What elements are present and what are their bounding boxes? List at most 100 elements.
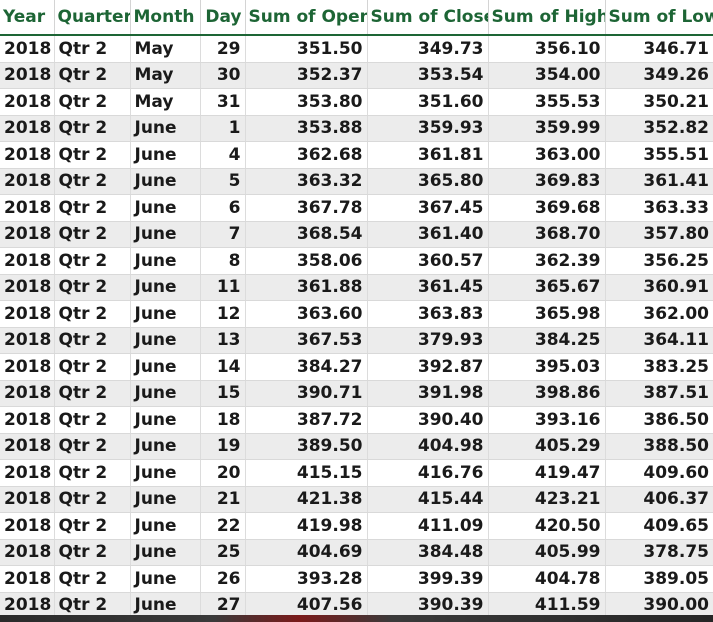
cell-quarter[interactable]: Qtr 2 [54,592,131,619]
column-header-year[interactable]: Year [0,0,55,36]
cell-quarter[interactable]: Qtr 2 [54,221,131,248]
cell-sum-of-open[interactable]: 351.50 [245,35,368,63]
cell-sum-of-open[interactable]: 363.32 [245,168,368,195]
cell-sum-of-high[interactable]: 404.78 [488,565,606,593]
cell-year[interactable]: 2018 [0,168,55,195]
cell-sum-of-close[interactable]: 361.45 [367,274,489,301]
cell-sum-of-high[interactable]: 359.99 [488,115,606,142]
table-row[interactable]: 2018 Qtr 2 May 31 353.80 351.60 355.53 350.21 [0,88,713,116]
cell-year[interactable]: 2018 [0,274,55,301]
column-header-sum-of-open[interactable]: Sum of Open [245,0,368,36]
table-row[interactable]: 2018 Qtr 2 June 20 415.15 416.76 419.47 409.60 [0,459,713,487]
cell-quarter[interactable]: Qtr 2 [54,459,131,487]
table-row[interactable]: 2018 Qtr 2 June 27 407.56 390.39 411.59 390.00 [0,592,713,619]
cell-month[interactable]: May [130,35,201,63]
cell-month[interactable]: June [130,221,201,248]
cell-year[interactable]: 2018 [0,433,55,460]
cell-sum-of-high[interactable]: 365.98 [488,300,606,328]
cell-quarter[interactable]: Qtr 2 [54,433,131,460]
cell-sum-of-open[interactable]: 419.98 [245,512,368,540]
cell-sum-of-high[interactable]: 369.83 [488,168,606,195]
cell-day[interactable]: 8 [200,247,246,275]
table-row[interactable]: 2018 Qtr 2 June 7 368.54 361.40 368.70 357.80 [0,221,713,248]
table-row[interactable]: 2018 Qtr 2 May 29 351.50 349.73 356.10 346.71 [0,35,713,63]
cell-day[interactable]: 13 [200,327,246,354]
cell-day[interactable]: 14 [200,353,246,381]
cell-day[interactable]: 1 [200,115,246,142]
column-header-sum-of-low[interactable]: Sum of Low [605,0,713,36]
cell-sum-of-open[interactable]: 353.88 [245,115,368,142]
column-header-month[interactable]: Month [130,0,201,36]
table-row[interactable]: 2018 Qtr 2 June 13 367.53 379.93 384.25 364.11 [0,327,713,354]
cell-day[interactable]: 12 [200,300,246,328]
cell-sum-of-low[interactable]: 378.75 [605,539,713,566]
cell-year[interactable]: 2018 [0,380,55,407]
cell-year[interactable]: 2018 [0,565,55,593]
cell-month[interactable]: June [130,592,201,619]
cell-sum-of-low[interactable]: 361.41 [605,168,713,195]
cell-sum-of-open[interactable]: 407.56 [245,592,368,619]
cell-month[interactable]: June [130,459,201,487]
cell-sum-of-high[interactable]: 405.29 [488,433,606,460]
cell-day[interactable]: 30 [200,62,246,89]
cell-day[interactable]: 11 [200,274,246,301]
cell-sum-of-high[interactable]: 363.00 [488,141,606,169]
cell-year[interactable]: 2018 [0,115,55,142]
cell-quarter[interactable]: Qtr 2 [54,168,131,195]
cell-sum-of-low[interactable]: 406.37 [605,486,713,513]
table-row[interactable]: 2018 Qtr 2 June 11 361.88 361.45 365.67 360.91 [0,274,713,301]
cell-sum-of-close[interactable]: 379.93 [367,327,489,354]
cell-sum-of-low[interactable]: 362.00 [605,300,713,328]
cell-sum-of-close[interactable]: 367.45 [367,194,489,222]
cell-sum-of-close[interactable]: 360.57 [367,247,489,275]
cell-month[interactable]: June [130,274,201,301]
cell-quarter[interactable]: Qtr 2 [54,353,131,381]
cell-month[interactable]: May [130,88,201,116]
cell-sum-of-low[interactable]: 363.33 [605,194,713,222]
cell-sum-of-open[interactable]: 367.53 [245,327,368,354]
table-row[interactable]: 2018 Qtr 2 June 19 389.50 404.98 405.29 388.50 [0,433,713,460]
cell-year[interactable]: 2018 [0,353,55,381]
cell-year[interactable]: 2018 [0,539,55,566]
cell-day[interactable]: 29 [200,35,246,63]
cell-sum-of-high[interactable]: 419.47 [488,459,606,487]
column-header-quarter[interactable]: Quarter [54,0,131,36]
cell-month[interactable]: May [130,62,201,89]
table-row[interactable]: 2018 Qtr 2 June 4 362.68 361.81 363.00 355.51 [0,141,713,169]
cell-sum-of-close[interactable]: 361.40 [367,221,489,248]
cell-sum-of-low[interactable]: 350.21 [605,88,713,116]
cell-sum-of-low[interactable]: 390.00 [605,592,713,619]
cell-quarter[interactable]: Qtr 2 [54,565,131,593]
cell-sum-of-open[interactable]: 389.50 [245,433,368,460]
cell-day[interactable]: 18 [200,406,246,434]
cell-quarter[interactable]: Qtr 2 [54,115,131,142]
cell-month[interactable]: June [130,194,201,222]
cell-sum-of-close[interactable]: 391.98 [367,380,489,407]
cell-sum-of-close[interactable]: 390.39 [367,592,489,619]
cell-year[interactable]: 2018 [0,62,55,89]
cell-sum-of-close[interactable]: 390.40 [367,406,489,434]
cell-sum-of-low[interactable]: 387.51 [605,380,713,407]
cell-sum-of-close[interactable]: 351.60 [367,88,489,116]
table-row[interactable]: 2018 Qtr 2 June 12 363.60 363.83 365.98 362.00 [0,300,713,328]
cell-day[interactable]: 15 [200,380,246,407]
cell-year[interactable]: 2018 [0,88,55,116]
table-row[interactable]: 2018 Qtr 2 June 15 390.71 391.98 398.86 387.51 [0,380,713,407]
cell-sum-of-high[interactable]: 368.70 [488,221,606,248]
table-row[interactable]: 2018 Qtr 2 June 26 393.28 399.39 404.78 389.05 [0,565,713,593]
cell-sum-of-open[interactable]: 358.06 [245,247,368,275]
column-header-day[interactable]: Day [200,0,246,36]
cell-sum-of-open[interactable]: 362.68 [245,141,368,169]
table-row[interactable]: 2018 Qtr 2 June 22 419.98 411.09 420.50 409.65 [0,512,713,540]
cell-day[interactable]: 21 [200,486,246,513]
cell-sum-of-close[interactable]: 361.81 [367,141,489,169]
cell-sum-of-open[interactable]: 415.15 [245,459,368,487]
table-row[interactable]: 2018 Qtr 2 June 14 384.27 392.87 395.03 383.25 [0,353,713,381]
table-row[interactable]: 2018 Qtr 2 June 21 421.38 415.44 423.21 406.37 [0,486,713,513]
cell-quarter[interactable]: Qtr 2 [54,512,131,540]
cell-sum-of-low[interactable]: 357.80 [605,221,713,248]
cell-quarter[interactable]: Qtr 2 [54,62,131,89]
cell-sum-of-low[interactable]: 388.50 [605,433,713,460]
cell-quarter[interactable]: Qtr 2 [54,539,131,566]
cell-sum-of-open[interactable]: 353.80 [245,88,368,116]
